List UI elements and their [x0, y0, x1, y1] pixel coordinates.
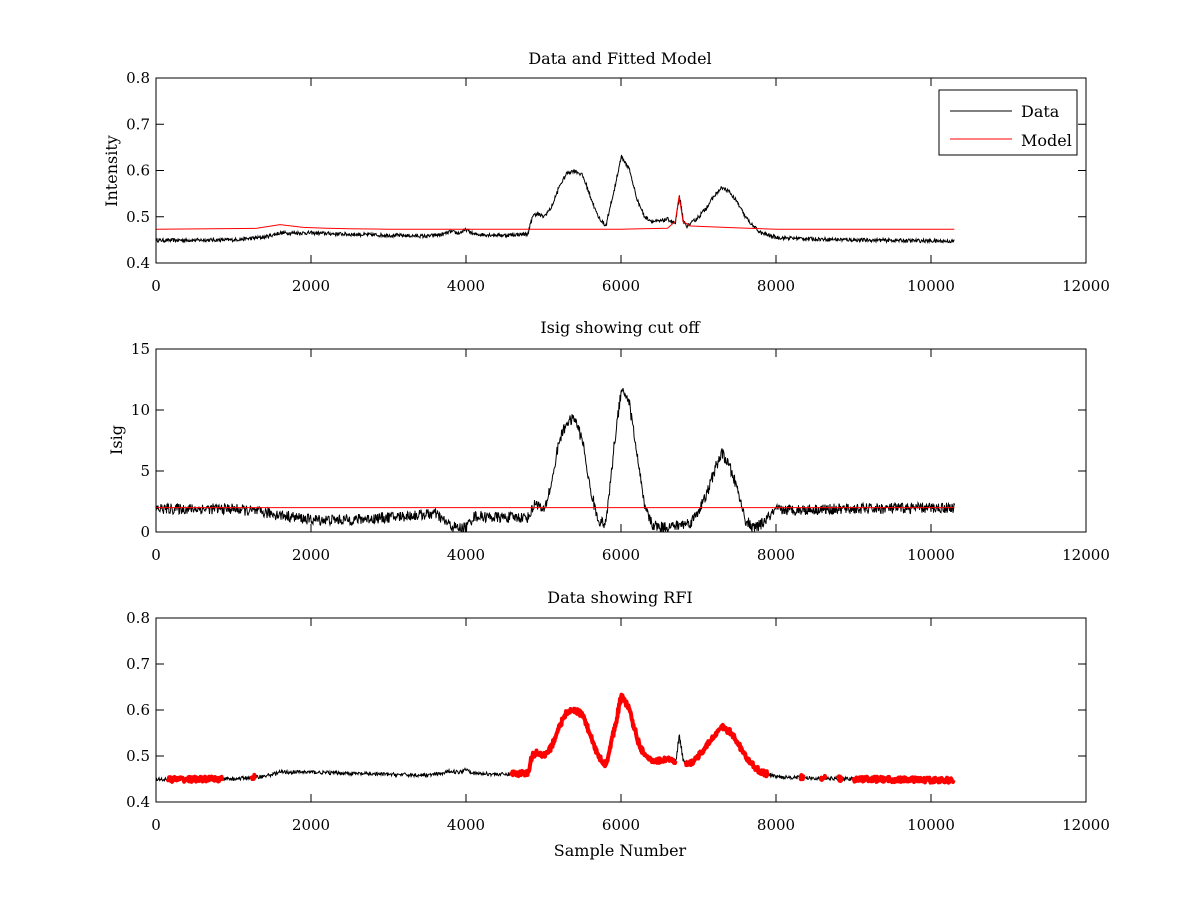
x-tick-label: 6000: [602, 277, 640, 295]
rfi-flagged-segment: [509, 692, 678, 779]
x-tick-label: 10000: [907, 816, 955, 834]
data-series-line: [156, 154, 955, 245]
rfi-flagged-segment: [683, 722, 770, 779]
legend-box: [938, 89, 1078, 156]
tick-layer: 0 2000 4000 6000 8000 10000 12000 0.4 0.5 0.6 0.7 0…: [126, 609, 1110, 834]
y-tick-label: 10: [131, 401, 150, 419]
y-tick-label: 0.5: [126, 208, 150, 226]
x-tick-label: 0: [151, 277, 161, 295]
legend-data-label: Data: [1021, 102, 1060, 121]
panel-isig-cutoff: Isig showing cut off Isig 0 2000 4000 6000 8…: [107, 318, 1110, 564]
y-tick-label: 5: [140, 462, 150, 480]
y-tick-label: 0.8: [126, 609, 150, 627]
x-tick-label: 8000: [757, 816, 795, 834]
rfi-flagged-segment: [851, 774, 956, 785]
legend: Data Model: [938, 89, 1078, 156]
x-tick-label: 0: [151, 546, 161, 564]
y-tick-label: 0.4: [126, 254, 150, 272]
y-tick-label: 0.6: [126, 701, 150, 719]
signal-series-line: [156, 387, 955, 532]
x-axis-label: Sample Number: [554, 841, 687, 860]
x-tick-label: 8000: [757, 277, 795, 295]
rfi-flagged-segment: [797, 773, 806, 782]
x-tick-label: 12000: [1062, 277, 1110, 295]
x-tick-label: 6000: [602, 546, 640, 564]
chart-title: Isig showing cut off: [540, 318, 701, 337]
y-axis-label: Intensity: [102, 135, 121, 207]
series-layer: [156, 154, 955, 245]
x-tick-label: 0: [151, 816, 161, 834]
y-tick-label: 0.5: [126, 747, 150, 765]
y-tick-label: 0.4: [126, 793, 150, 811]
rfi-flagged-segment: [836, 774, 845, 783]
x-tick-label: 2000: [292, 277, 330, 295]
x-tick-label: 12000: [1062, 816, 1110, 834]
rfi-flagged-segment: [165, 774, 225, 784]
x-tick-label: 10000: [907, 546, 955, 564]
y-axis-label: Isig: [107, 425, 126, 455]
legend-model-label: Model: [1021, 131, 1072, 150]
rfi-flagged-segment: [818, 773, 828, 782]
y-tick-label: 0.7: [126, 115, 150, 133]
x-tick-label: 10000: [907, 277, 955, 295]
panel-data-and-model: Data and Fitted Model Intensity 0 2000 400…: [102, 49, 1110, 295]
x-tick-label: 4000: [447, 816, 485, 834]
x-tick-label: 8000: [757, 546, 795, 564]
rfi-flagged-segment: [249, 772, 258, 781]
y-tick-label: 15: [131, 340, 150, 358]
y-tick-label: 0.6: [126, 162, 150, 180]
x-tick-label: 4000: [447, 546, 485, 564]
chart-title: Data and Fitted Model: [528, 49, 711, 68]
x-tick-label: 4000: [447, 277, 485, 295]
series-layer: [156, 692, 956, 785]
model-series-line: [156, 195, 955, 230]
x-tick-label: 2000: [292, 546, 330, 564]
x-tick-label: 2000: [292, 816, 330, 834]
series-layer: [156, 387, 955, 532]
y-tick-label: 0.7: [126, 655, 150, 673]
x-tick-label: 6000: [602, 816, 640, 834]
chart-title: Data showing RFI: [547, 588, 692, 607]
y-tick-label: 0.8: [126, 69, 150, 87]
tick-layer: 0 2000 4000 6000 8000 10000 12000 0 5 10 15: [131, 340, 1110, 564]
y-tick-label: 0: [140, 523, 150, 541]
panel-data-rfi: Data showing RFI 0 2000 4000 6000 8000 10000 1…: [126, 588, 1110, 860]
x-tick-label: 12000: [1062, 546, 1110, 564]
tick-layer: 0 2000 4000 6000 8000 10000 12000 0.4 0.5 0.6 0.7 0…: [126, 69, 1110, 295]
